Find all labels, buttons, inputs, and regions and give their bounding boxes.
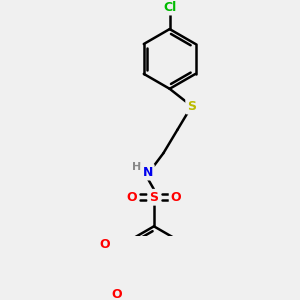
Text: O: O	[127, 191, 137, 204]
Text: O: O	[171, 191, 181, 204]
Text: Cl: Cl	[163, 1, 176, 13]
Text: S: S	[187, 100, 196, 112]
Text: H: H	[132, 162, 141, 172]
Text: S: S	[149, 191, 158, 204]
Text: O: O	[99, 238, 110, 251]
Text: N: N	[142, 166, 153, 178]
Text: O: O	[112, 288, 122, 300]
